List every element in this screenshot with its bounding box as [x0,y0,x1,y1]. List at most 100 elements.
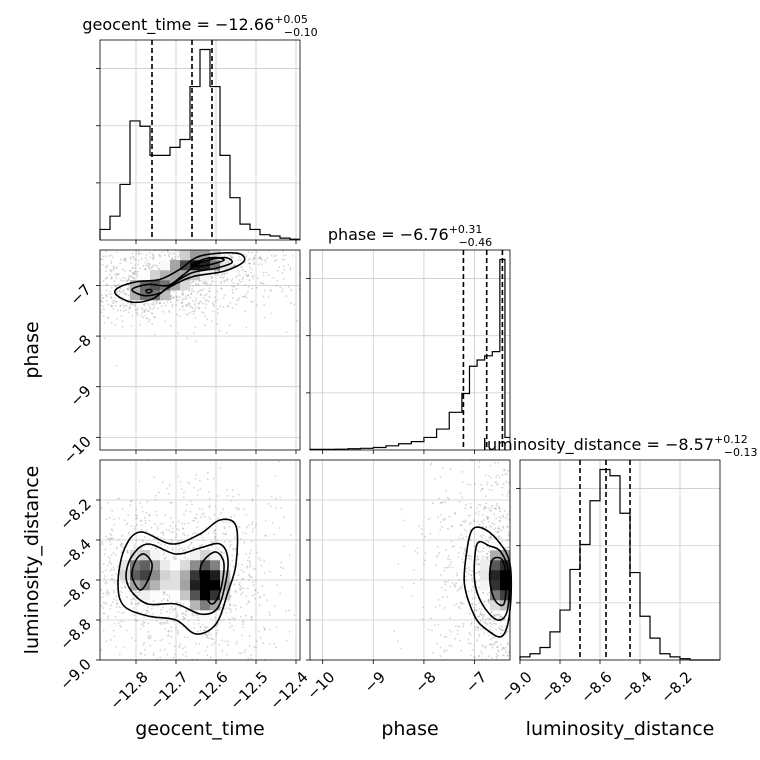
panel-lum-geocent-scatter-point [231,554,233,557]
panel-lum-phase-scatter-point [469,502,472,505]
panel-lum-geocent-scatter-point [130,598,133,601]
panel-phase-geocent-scatter-point [133,258,136,261]
panel-phase-geocent-scatter-point [131,267,134,269]
panel-phase-geocent-scatter-point [220,287,223,290]
panel-lum-phase-scatter-point [491,489,494,492]
panel-phase-geocent-scatter-point [170,296,173,298]
panel-lum-geocent-scatter-point [198,507,201,510]
panel-phase-geocent-scatter-point [123,279,126,282]
panel-lum-geocent-scatter-point [240,606,242,609]
panel-lum-geocent-scatter-point [279,592,282,595]
panel-lum-geocent-scatter-point [228,521,231,524]
panel-phase-geocent-scatter-point [101,305,104,308]
panel-lum-phase-scatter-point [448,515,451,518]
panel-lum-phase-scatter-point [477,510,480,513]
panel-phase-geocent-scatter-point [246,275,248,278]
panel-phase-geocent-scatter-point [214,273,216,276]
panel-lum-phase-scatter-point [491,504,494,507]
panel-lum-phase-scatter-point [490,526,493,528]
panel-lum-geocent-scatter-point [229,545,232,548]
panel-phase-geocent-scatter-point [283,268,286,271]
panel-lum-geocent-scatter-point [180,539,183,542]
panel-lum-geocent-scatter-point [246,566,248,569]
panel-lum-phase-scatter-point [483,613,485,616]
panel-lum-phase-scatter-point [446,649,449,651]
panel-lum-geocent-scatter-point [177,475,180,478]
panel-lum-phase-scatter-point [504,651,507,654]
panel-phase-geocent-scatter-point [107,303,110,306]
panel-phase-geocent-scatter-point [190,292,193,295]
panel-phase-geocent-scatter-point [194,303,196,306]
panel-lum-geocent-scatter-point [102,563,105,566]
panel-lum-geocent-scatter-point [170,605,173,608]
panel-phase-geocent-scatter-point [223,281,226,284]
panel-lum-geocent-scatter-point [111,509,114,512]
panel-lum-geocent-scatter-point [246,565,249,568]
panel-phase-geocent-scatter-point [175,295,178,298]
panel-phase-geocent-scatter-point [101,263,104,266]
panel-phase-geocent-scatter-point [111,256,114,259]
panel-lum-phase-scatter-point [460,524,462,527]
panel-lum-phase-scatter-point [475,609,478,612]
panel-lum-geocent-scatter-point [240,615,242,618]
panel-lum-phase-scatter-point [485,645,487,648]
panel-phase-geocent-scatter-point [184,295,187,298]
panel-phase-geocent-scatter-point [153,301,155,304]
panel-phase-geocent-scatter-point [139,267,142,270]
panel-phase-geocent-scatter-point [127,302,129,304]
panel-lum-geocent-scatter-point [193,623,195,625]
panel-lum-phase-scatter-point [498,506,500,509]
panel-lum-geocent-scatter-point [259,559,262,561]
panel-lum-geocent-scatter-point [103,577,106,580]
panel-lum-phase-scatter-point [502,629,504,632]
panel-phase-geocent-scatter-point [198,300,201,303]
panel-lum-geocent-scatter-point [128,582,131,585]
panel-phase-geocent-scatter-point [123,259,126,261]
panel-lum-geocent-scatter-point [168,529,170,532]
panel-lum-geocent-scatter-point [229,543,232,546]
panel-phase-geocent-scatter-point [106,264,109,267]
hist-lum-title-main: luminosity_distance = −8.57 [483,435,714,455]
hist-geocent-time-title-main: geocent_time = −12.66 [82,15,274,35]
panel-lum-phase-scatter-point [403,545,406,548]
panel-phase-geocent-scatter-point [111,299,114,302]
panel-lum-geocent-scatter-point [248,573,251,576]
panel-phase-geocent-scatter-point [110,296,112,298]
hist-geocent-time-frame [99,39,301,241]
panel-lum-geocent-scatter-point [100,648,103,651]
panel-lum-geocent-scatter-point [106,581,108,584]
panel-lum-geocent-scatter-point [193,519,195,522]
panel-lum-geocent-scatter-point [144,519,147,522]
panel-phase-geocent-scatter-point [237,259,240,262]
panel-lum-phase-scatter-point [457,555,460,558]
panel-lum-geocent-scatter-point [139,520,142,523]
panel-lum-geocent-scatter-point [156,605,159,607]
panel-lum-geocent-scatter-point [172,557,175,560]
panel-phase-geocent-scatter-point [104,265,107,268]
panel-lum-geocent-scatter-point [134,514,137,517]
panel-lum-phase-scatter-point [501,514,504,517]
panel-phase-geocent-scatter-point [230,256,233,259]
panel-lum-geocent-scatter-point [254,568,257,571]
panel-phase-geocent-scatter-point [184,297,187,300]
panel-lum-phase-scatter-point [443,635,446,638]
panel-phase-geocent-scatter-point [113,284,116,286]
panel-lum-phase-scatter-point [507,630,509,633]
panel-lum-phase-scatter-point [486,552,488,555]
panel-lum-phase-frame [309,459,511,661]
hist-lum-title-minus: −0.13 [724,446,758,459]
panel-lum-geocent-scatter-point [228,618,231,621]
panel-lum-geocent-scatter-point [166,545,169,548]
panel-lum-phase-scatter-point [458,626,461,628]
panel-lum-phase-scatter-point [437,623,440,626]
panel-lum-geocent-scatter-point [258,596,260,599]
panel-lum-phase-scatter-point [440,514,442,516]
panel-phase-geocent-scatter-point [121,268,124,271]
panel-lum-geocent-scatter-point [234,589,237,592]
panel-lum-phase-scatter-point [506,642,509,645]
panel-lum-geocent-scatter-point [274,475,277,478]
panel-lum-phase-scatter-point [498,520,501,523]
panel-lum-geocent-scatter-point [168,596,171,599]
panel-lum-phase-scatter-point [480,520,483,523]
panel-phase-geocent-scatter-point [132,277,135,280]
